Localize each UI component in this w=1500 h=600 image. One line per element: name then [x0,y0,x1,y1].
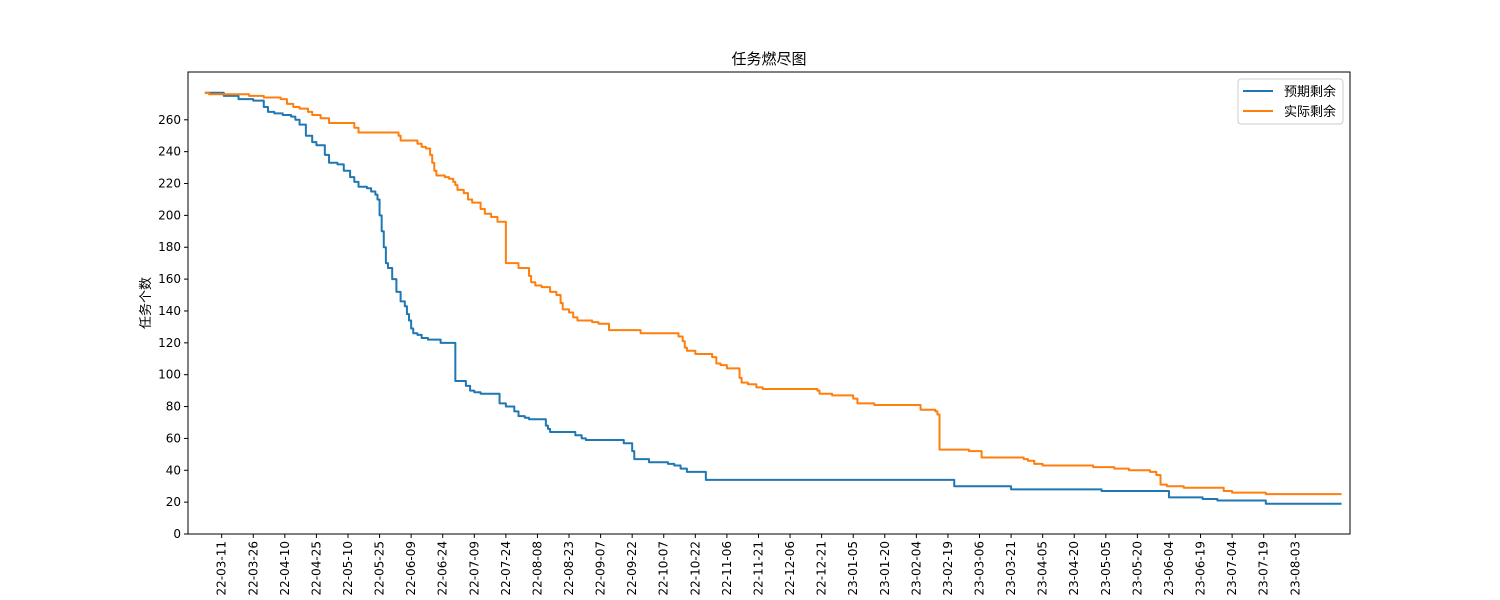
y-tick-label: 40 [166,463,181,477]
y-tick-label: 180 [158,240,181,254]
x-tick-label: 22-09-22 [625,541,639,595]
series-line-actual [204,91,1342,496]
x-tick-label: 23-01-20 [878,541,892,595]
x-tick-label: 23-04-20 [1067,541,1081,595]
x-tick-label: 22-04-25 [309,541,323,595]
x-tick-label: 22-07-09 [467,541,481,595]
y-tick-label: 120 [158,336,181,350]
x-tick-label: 22-05-10 [341,541,355,595]
x-tick-label: 23-05-05 [1099,541,1113,595]
x-tick-label: 23-07-19 [1257,541,1271,595]
x-tick-label: 22-06-24 [436,541,450,595]
y-axis: 0 20 40 60 80 100 120 140 160 180 200 220 240 260 [158,113,188,541]
x-tick-label: 22-08-08 [530,541,544,595]
x-tick-label: 22-03-26 [246,541,260,595]
x-tick-label: 23-04-05 [1036,541,1050,595]
y-tick-label: 240 [158,145,181,159]
series-line-expected [204,91,1342,505]
y-tick-label: 100 [158,368,181,382]
x-tick-label: 23-05-20 [1130,541,1144,595]
x-tick-label: 23-02-19 [941,541,955,595]
plot-frame [187,71,1351,535]
x-tick-label: 22-05-25 [373,541,387,595]
x-axis: 22-03-11 22-03-26 22-04-10 22-04-25 22-05-10… [215,534,1302,595]
series-layer [204,91,1342,505]
y-tick-label: 0 [173,527,181,541]
x-tick-label: 23-03-06 [973,541,987,595]
x-tick-label: 23-03-21 [1004,541,1018,595]
y-tick-label: 20 [166,495,181,509]
x-tick-label: 22-11-06 [720,541,734,595]
x-tick-label: 23-07-04 [1225,541,1239,595]
x-tick-label: 22-06-09 [404,541,418,595]
x-tick-label: 22-03-11 [215,541,229,595]
x-tick-label: 22-10-07 [657,541,671,595]
chart-title: 任务燃尽图 [731,50,806,68]
x-tick-label: 22-12-21 [815,541,829,595]
y-tick-label: 220 [158,177,181,191]
legend-label-actual: 实际剩余 [1284,104,1336,120]
x-tick-label: 22-12-06 [783,541,797,595]
y-tick-label: 160 [158,272,181,286]
y-tick-label: 80 [166,400,181,414]
x-tick-label: 23-01-05 [846,541,860,595]
x-tick-label: 23-08-03 [1288,541,1302,595]
x-tick-label: 22-09-07 [594,541,608,595]
y-tick-label: 140 [158,304,181,318]
x-tick-label: 22-08-23 [562,541,576,595]
y-tick-label: 200 [158,208,181,222]
x-tick-label: 22-04-10 [278,541,292,595]
legend-label-expected: 预期剩余 [1284,84,1336,100]
y-tick-label: 60 [166,431,181,445]
y-axis-label: 任务个数 [138,277,154,329]
x-tick-label: 23-02-04 [909,541,923,595]
x-tick-label: 23-06-19 [1194,541,1208,595]
x-tick-label: 22-11-21 [751,541,765,595]
x-tick-label: 22-10-22 [688,541,702,595]
y-tick-label: 260 [158,113,181,127]
x-tick-label: 23-06-04 [1162,541,1176,595]
x-tick-label: 22-07-24 [499,541,513,595]
legend: 预期剩余 实际剩余 [1237,78,1344,125]
